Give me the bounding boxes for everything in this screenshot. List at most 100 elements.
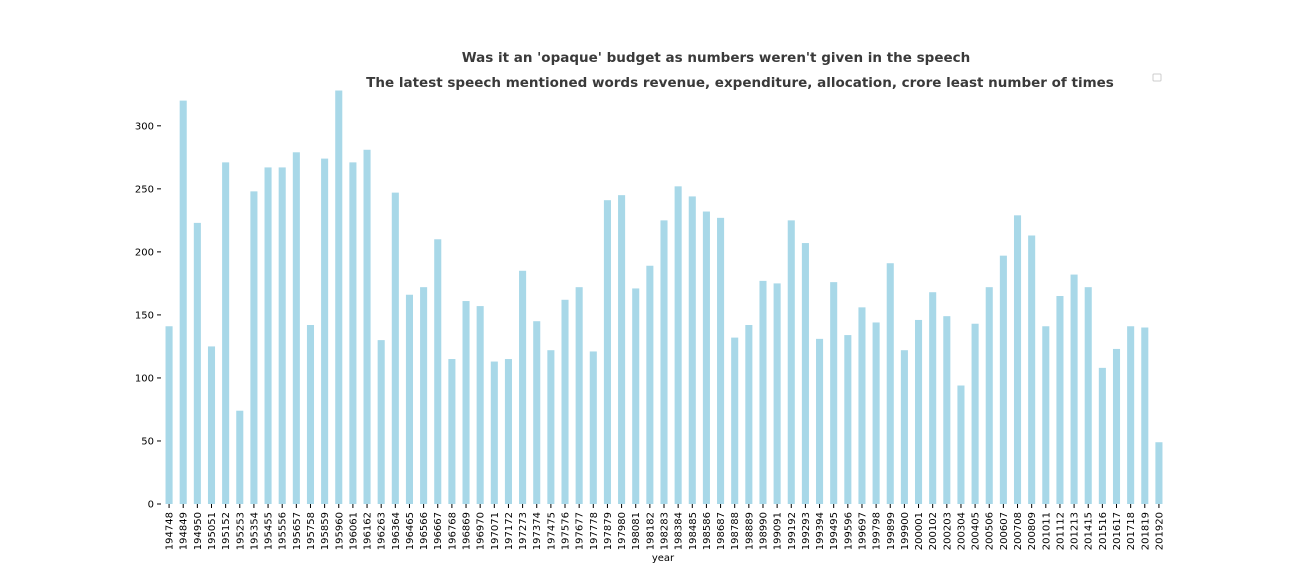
y-tick-label: 100	[135, 373, 154, 384]
x-tick-label: 200405	[971, 512, 982, 550]
x-tick-label: 196263	[377, 512, 388, 550]
bar-200304	[957, 385, 965, 504]
bar-195758	[306, 324, 315, 504]
bar-197071	[490, 361, 498, 504]
x-tick-label: 197172	[504, 512, 515, 550]
bar-199596	[844, 335, 852, 504]
x-tick-label: 198485	[688, 512, 699, 550]
x-tick-label: 197475	[546, 512, 557, 550]
x-tick-label: 195051	[207, 512, 218, 550]
bar-200809	[1028, 235, 1036, 504]
x-tick-label: 194849	[179, 512, 190, 550]
bar-200405	[971, 323, 979, 504]
bar-198889	[745, 324, 753, 504]
x-tick-label: 199495	[829, 512, 840, 550]
bar-196869	[462, 301, 470, 504]
bar-198283	[660, 220, 668, 504]
bar-201516	[1098, 367, 1106, 504]
bar-200506	[985, 287, 993, 504]
bar-201819	[1141, 327, 1149, 504]
bar-199900	[900, 350, 908, 504]
legend-box	[1152, 73, 1162, 82]
x-tick-label: 198889	[744, 512, 755, 550]
x-tick-label: 197071	[490, 512, 501, 550]
x-tick-label: 196970	[476, 512, 487, 550]
bar-197778	[589, 351, 597, 504]
y-tick-label: 200	[135, 247, 154, 258]
x-tick-label: 201112	[1055, 512, 1066, 550]
bar-198990	[759, 280, 767, 504]
x-tick-label: 195960	[334, 512, 345, 550]
bar-201920	[1155, 442, 1163, 504]
y-tick-label: 150	[135, 310, 154, 321]
bar-199899	[886, 263, 894, 504]
bar-197576	[561, 299, 569, 504]
bar-194849	[179, 100, 187, 504]
bar-199293	[801, 243, 809, 504]
bar-198485	[688, 196, 696, 505]
bar-195556	[278, 167, 286, 504]
x-tick-label: 201718	[1126, 512, 1137, 550]
x-tick-label: 200102	[928, 512, 939, 550]
x-tick-label: 195556	[278, 512, 289, 550]
bar-197273	[519, 270, 527, 504]
x-tick-label: 198586	[702, 512, 713, 550]
bar-199495	[830, 282, 838, 504]
x-tick-label: 197980	[617, 512, 628, 550]
bar-196465	[405, 294, 413, 504]
x-tick-label: 200708	[1013, 512, 1024, 550]
bar-201617	[1112, 348, 1121, 504]
x-tick-label: 197677	[575, 512, 586, 550]
bar-198687	[717, 217, 725, 505]
x-tick-label: 199293	[801, 512, 812, 550]
chart-title: Was it an 'opaque' budget as numbers wer…	[462, 50, 971, 66]
x-tick-label: 197576	[561, 512, 572, 550]
x-tick-label: 194748	[165, 512, 176, 550]
bar-200708	[1013, 215, 1022, 504]
x-tick-label: 198384	[674, 512, 685, 550]
bar-198384	[674, 186, 682, 504]
x-tick-label: 195758	[306, 512, 317, 550]
x-tick-label: 200506	[985, 512, 996, 550]
x-tick-label: 198081	[631, 512, 642, 550]
bar-201011	[1042, 326, 1050, 504]
bar-200607	[999, 255, 1007, 504]
bar-199192	[787, 220, 795, 504]
bar-197677	[575, 287, 583, 504]
bar-195152	[222, 162, 230, 504]
x-tick-label: 197879	[603, 512, 614, 550]
chart-subtitle: The latest speech mentioned words revenu…	[366, 75, 1114, 91]
y-axis: 0 50 100 150 200 250 300	[135, 121, 161, 511]
x-tick-label: 197374	[532, 512, 543, 550]
x-tick-label: 198687	[716, 512, 727, 550]
x-tick-label: 201617	[1112, 512, 1123, 550]
x-tick-label: 199596	[843, 512, 854, 550]
y-tick-label: 50	[141, 436, 154, 447]
x-axis-label: year	[652, 553, 675, 564]
bar-195859	[321, 158, 329, 504]
x-tick-label: 196869	[462, 512, 473, 550]
y-tick-label: 250	[135, 184, 154, 195]
bar-195657	[292, 152, 300, 505]
bar-194950	[193, 222, 201, 505]
bar-199394	[816, 338, 824, 504]
bar-196364	[391, 192, 399, 504]
x-tick-label: 198182	[645, 512, 656, 550]
x-tick-label: 199697	[857, 512, 868, 550]
bar-201112	[1056, 296, 1064, 504]
bar-199697	[858, 307, 866, 504]
x-tick-label: 195253	[235, 512, 246, 550]
x-tick-label: 201415	[1084, 512, 1095, 550]
x-tick-label: 199899	[886, 512, 897, 550]
bar-201213	[1070, 274, 1078, 504]
x-tick-label: 201819	[1140, 512, 1151, 550]
x-tick-label: 195152	[221, 512, 232, 550]
x-tick-label: 199394	[815, 512, 826, 550]
x-tick-label: 199091	[773, 512, 784, 550]
bar-196566	[420, 287, 428, 504]
x-axis: 194748 194849 194950 195051 195152 195253 1953…	[165, 504, 1165, 550]
bar-194748	[165, 326, 173, 504]
bar-196970	[476, 306, 484, 504]
x-tick-label: 199798	[872, 512, 883, 550]
x-tick-label: 201920	[1154, 512, 1165, 550]
